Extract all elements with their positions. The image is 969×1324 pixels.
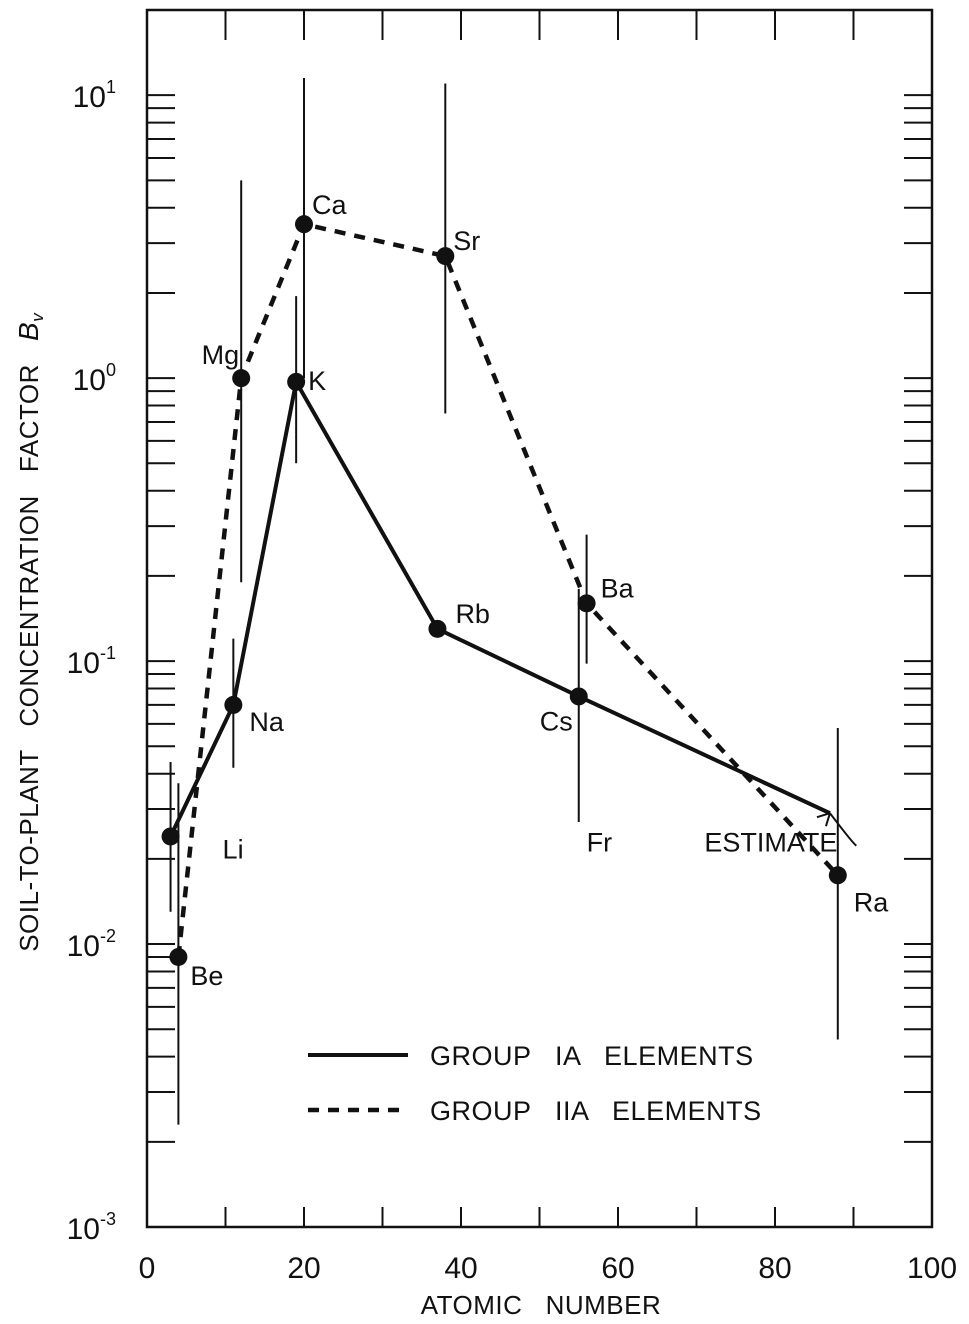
y-tick-label-base: 10 [67,930,100,963]
y-axis-title: SOIL-TO-PLANT CONCENTRATION FACTOR [14,364,44,952]
point-label-na: Na [249,707,284,737]
y-minor-ticks [147,9,932,1143]
y-axis-symbol: B [13,322,44,341]
estimate-arrowhead [816,812,831,827]
y-tick-label-exponent: -1 [100,643,116,663]
point-label-be: Be [190,961,223,991]
annotation-fr: Fr [587,828,612,858]
group-iia-line [176,221,840,958]
group-ia-line [168,379,831,838]
y-tick-label-exponent: 0 [106,360,116,380]
point-label-k: K [308,366,326,396]
point-label-cs: Cs [540,706,573,736]
x-tick-label: 0 [139,1252,156,1285]
x-tick-label: 100 [907,1252,957,1285]
point-label-ba: Ba [601,573,635,603]
annotation-estimate: ESTIMATE [704,828,837,858]
point-label-mg: Mg [202,340,240,370]
data-points [161,215,847,966]
legend: GROUP IA ELEMENTS GROUP IIA ELEMENTS [308,1041,762,1126]
data-point-k [287,372,306,391]
data-point-ra [828,866,847,885]
y-axis-symbol-subscript: v [28,312,47,322]
error-bars [169,78,839,1125]
x-axis-title: ATOMIC NUMBER [421,1290,662,1320]
y-tick-label-base: 10 [73,364,106,397]
x-tick-label: 20 [287,1252,320,1285]
point-label-ca: Ca [312,190,347,220]
x-axis-ticks [224,10,855,1227]
data-point-rb [428,619,447,638]
point-label-ra: Ra [854,887,889,917]
data-point-mg [232,369,251,388]
point-labels: Li Be Na Mg K Ca Rb Sr Cs Ba Ra [190,190,889,991]
y-tick-label-base: 10 [67,1213,100,1246]
svg-text:SOIL-TO-PLANT CONCENTRATION: SOIL-TO-PLANT CONCENTRATION FACTOR Bv [13,274,49,1006]
point-label-li: Li [223,834,244,864]
x-axis-tick-labels: 0 20 40 60 80 100 [139,1252,957,1285]
y-axis-title-group: SOIL-TO-PLANT CONCENTRATION FACTOR Bv [13,274,49,1006]
data-point-ca [295,215,313,234]
y-tick-label: 100 [73,360,116,397]
x-tick-label: 80 [758,1252,791,1285]
y-tick-label-base: 10 [67,647,100,680]
data-point-be [169,947,188,966]
data-point-cs [569,687,588,706]
data-point-na [224,695,243,714]
x-tick-label: 60 [601,1252,634,1285]
data-point-sr [436,247,455,266]
y-tick-label-exponent: -2 [100,926,116,946]
x-tick-label: 40 [444,1252,477,1285]
annotations: Fr ESTIMATE [587,812,857,858]
series-lines [168,221,840,958]
y-tick-label: 10-1 [67,643,116,680]
y-tick-label: 10-3 [67,1209,116,1246]
y-tick-label: 101 [73,77,116,114]
legend-label-group-iia: GROUP IIA ELEMENTS [430,1096,762,1126]
data-point-li [161,827,180,846]
y-tick-label-exponent: -3 [100,1209,116,1229]
estimate-arrow [829,812,857,847]
legend-label-group-ia: GROUP IA ELEMENTS [430,1041,754,1071]
data-point-ba [577,594,596,613]
y-tick-label-base: 10 [73,81,106,114]
y-tick-label-exponent: 1 [106,77,116,97]
point-label-rb: Rb [455,599,490,629]
point-label-sr: Sr [453,226,480,256]
y-tick-label: 10-2 [67,926,116,963]
